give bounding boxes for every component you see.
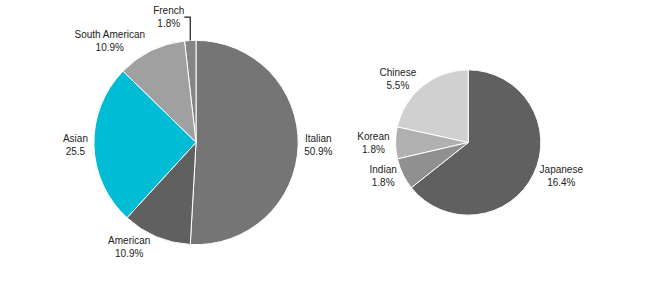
svg-text:Japanese16.4%: Japanese16.4% xyxy=(540,164,584,188)
svg-text:Italian50.9%: Italian50.9% xyxy=(304,133,332,157)
svg-text:American10.9%: American10.9% xyxy=(108,235,150,259)
svg-text:Korean1.8%: Korean1.8% xyxy=(357,131,389,155)
svg-text:French1.8%: French1.8% xyxy=(153,5,184,29)
svg-text:South American10.9%: South American10.9% xyxy=(74,29,145,53)
svg-text:Asian25.5: Asian25.5 xyxy=(63,133,88,157)
svg-text:Indian1.8%: Indian1.8% xyxy=(370,164,397,188)
svg-text:Chinese5.5%: Chinese5.5% xyxy=(380,67,417,91)
